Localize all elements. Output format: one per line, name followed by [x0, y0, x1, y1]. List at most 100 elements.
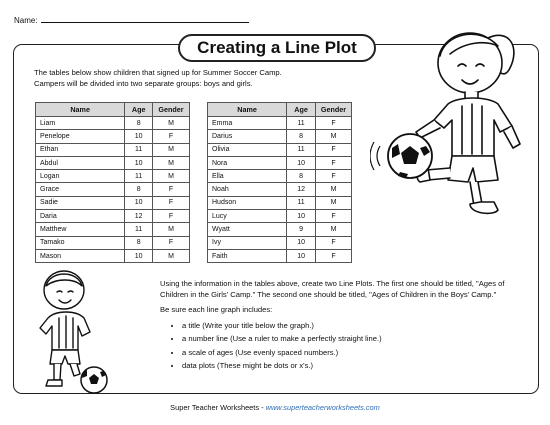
girl-kicking-soccer-ball-illustration [370, 32, 521, 215]
name-cell: Penelope [34, 129, 126, 144]
age-cell: 10 [124, 195, 154, 211]
name-cell: Noah [206, 182, 288, 197]
gender-cell: F [314, 248, 353, 264]
column-header-name: Name [206, 102, 288, 117]
name-cell: Darius [206, 129, 288, 144]
name-cell: Tamako [34, 235, 126, 250]
intro-text: The tables below show children that sign… [34, 67, 354, 89]
table-row: Lucy 10 F [206, 209, 353, 224]
column-header-gender: Gender [314, 102, 353, 117]
instructions-paragraph-1: Using the information in the tables abov… [160, 279, 505, 299]
table-row: Emma 11 F [206, 115, 353, 131]
table-row: Nora 10 F [206, 155, 353, 171]
table-row: Ella 8 F [206, 169, 353, 184]
gender-cell: F [152, 195, 190, 211]
camper-table-left: Name Age Gender Liam 8 M Penelope 10 F Ethan 11… [34, 102, 190, 264]
list-item: a title (Write your title below the grap… [182, 321, 520, 332]
gender-cell: M [314, 129, 353, 144]
name-cell: Mason [34, 248, 126, 264]
list-item: data plots (These might be dots or x's.) [182, 361, 520, 372]
table-row: Grace 8 F [34, 182, 190, 197]
age-cell: 8 [124, 235, 154, 250]
name-cell: Ethan [34, 142, 126, 157]
soccer-ball-icon [387, 133, 433, 179]
age-cell: 8 [286, 129, 316, 144]
age-cell: 11 [286, 142, 316, 157]
column-header-age: Age [286, 102, 316, 117]
age-cell: 10 [124, 248, 154, 264]
requirements-list: a title (Write your title below the grap… [160, 321, 520, 372]
age-cell: 9 [286, 222, 316, 237]
name-label: Name: [14, 16, 38, 25]
age-cell: 8 [286, 169, 316, 184]
soccer-ball-icon [80, 366, 108, 394]
gender-cell: F [152, 182, 190, 197]
page-title: Creating a Line Plot [178, 34, 376, 62]
table-row: Liam 8 M [34, 115, 190, 131]
table-row: Noah 12 M [206, 182, 353, 197]
name-cell: Matthew [34, 222, 126, 237]
name-blank-line[interactable] [40, 14, 249, 23]
name-cell: Liam [34, 115, 126, 131]
name-cell: Nora [206, 155, 288, 171]
age-cell: 10 [124, 129, 154, 144]
age-cell: 8 [124, 182, 154, 197]
table-row: Daria 12 F [34, 209, 190, 224]
age-cell: 12 [286, 182, 316, 197]
list-item: a number line (Use a ruler to make a per… [182, 334, 520, 345]
camper-table-right: Name Age Gender Emma 11 F Darius 8 M Olivia 11 F… [206, 102, 353, 264]
age-cell: 10 [286, 248, 316, 264]
gender-cell: F [314, 115, 353, 131]
name-cell: Lucy [206, 209, 288, 224]
table-row: Penelope 10 F [34, 129, 190, 144]
table-row: Tamako 8 F [34, 235, 190, 250]
name-cell: Faith [206, 248, 288, 264]
gender-cell: M [152, 142, 190, 157]
footer-brand: Super Teacher Worksheets - [170, 403, 266, 412]
age-cell: 10 [286, 209, 316, 224]
name-field-row: Name: [14, 14, 249, 25]
gender-cell: M [152, 222, 190, 237]
table-row: Ivy 10 F [206, 235, 353, 250]
name-cell: Olivia [206, 142, 288, 157]
table-row: Wyatt 9 M [206, 222, 353, 237]
table-row: Ethan 11 M [34, 142, 190, 157]
age-cell: 11 [124, 169, 154, 184]
table-row: Logan 11 M [34, 169, 190, 184]
table-row: Mason 10 M [34, 248, 190, 264]
table-row: Matthew 11 M [34, 222, 190, 237]
gender-cell: M [152, 169, 190, 184]
gender-cell: M [152, 155, 190, 171]
table-row: Olivia 11 F [206, 142, 353, 157]
table-row: Faith 10 F [206, 248, 353, 264]
gender-cell: F [152, 209, 190, 224]
instructions-paragraph-2: Be sure each line graph includes: [160, 305, 273, 314]
gender-cell: F [152, 129, 190, 144]
age-cell: 8 [124, 115, 154, 131]
age-cell: 10 [286, 155, 316, 171]
name-cell: Hudson [206, 195, 288, 211]
age-cell: 11 [286, 195, 316, 211]
table-row: Abdul 10 M [34, 155, 190, 171]
gender-cell: M [314, 222, 353, 237]
name-cell: Grace [34, 182, 126, 197]
gender-cell: F [314, 235, 353, 250]
footer: Super Teacher Worksheets - www.superteac… [0, 403, 550, 412]
name-cell: Daria [34, 209, 126, 224]
gender-cell: F [314, 142, 353, 157]
gender-cell: F [314, 155, 353, 171]
name-cell: Wyatt [206, 222, 288, 237]
gender-cell: F [314, 169, 353, 184]
footer-url-link[interactable]: www.superteacherworksheets.com [265, 403, 380, 412]
name-cell: Logan [34, 169, 126, 184]
column-header-gender: Gender [152, 102, 190, 117]
intro-line-2: Campers will be divided into two separat… [34, 79, 253, 88]
instructions: Using the information in the tables abov… [160, 279, 520, 375]
gender-cell: M [152, 115, 190, 131]
column-header-age: Age [124, 102, 154, 117]
name-cell: Ivy [206, 235, 288, 250]
name-cell: Sadie [34, 195, 126, 211]
gender-cell: M [152, 248, 190, 264]
intro-line-1: The tables below show children that sign… [34, 68, 282, 77]
table-header-row: Name Age Gender [34, 102, 190, 117]
